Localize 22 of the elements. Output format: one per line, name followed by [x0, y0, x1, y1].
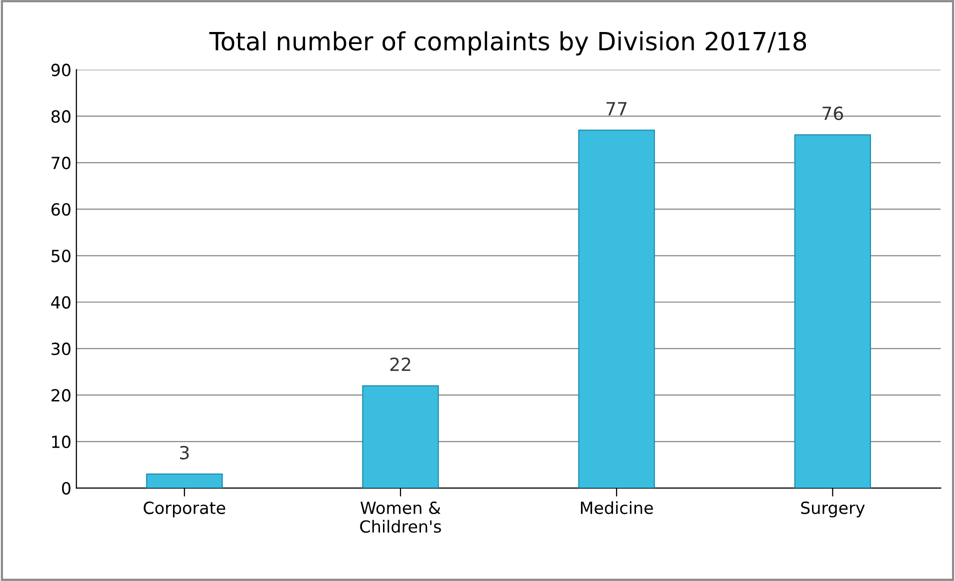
- bar: [146, 474, 223, 488]
- y-tick-label: 0: [62, 482, 70, 495]
- y-tick-label: 80: [51, 110, 70, 123]
- x-tick-label: Surgery: [801, 502, 865, 518]
- data-label: 77: [606, 102, 627, 116]
- y-tick-label: 90: [51, 64, 70, 76]
- x-tick-label: Medicine: [580, 501, 653, 514]
- y-tick-label: 20: [52, 389, 70, 402]
- chart-title: Total number of complaints by Division 2017/18: [209, 31, 806, 56]
- bar: [362, 385, 439, 488]
- x-tick-label: Corporate: [144, 502, 226, 518]
- y-tick-label: 40: [51, 296, 70, 309]
- y-tick-label: 30: [52, 342, 70, 356]
- bar: [578, 130, 655, 488]
- data-label: 22: [390, 358, 410, 371]
- y-tick-label: 50: [52, 250, 70, 262]
- data-label: 3: [180, 446, 189, 460]
- y-tick-label: 70: [52, 156, 70, 170]
- y-tick-label: 60: [51, 203, 70, 216]
- y-tick-label: 10: [52, 436, 70, 448]
- x-tick-label: Women & Children's: [360, 502, 441, 533]
- bar: [794, 134, 872, 488]
